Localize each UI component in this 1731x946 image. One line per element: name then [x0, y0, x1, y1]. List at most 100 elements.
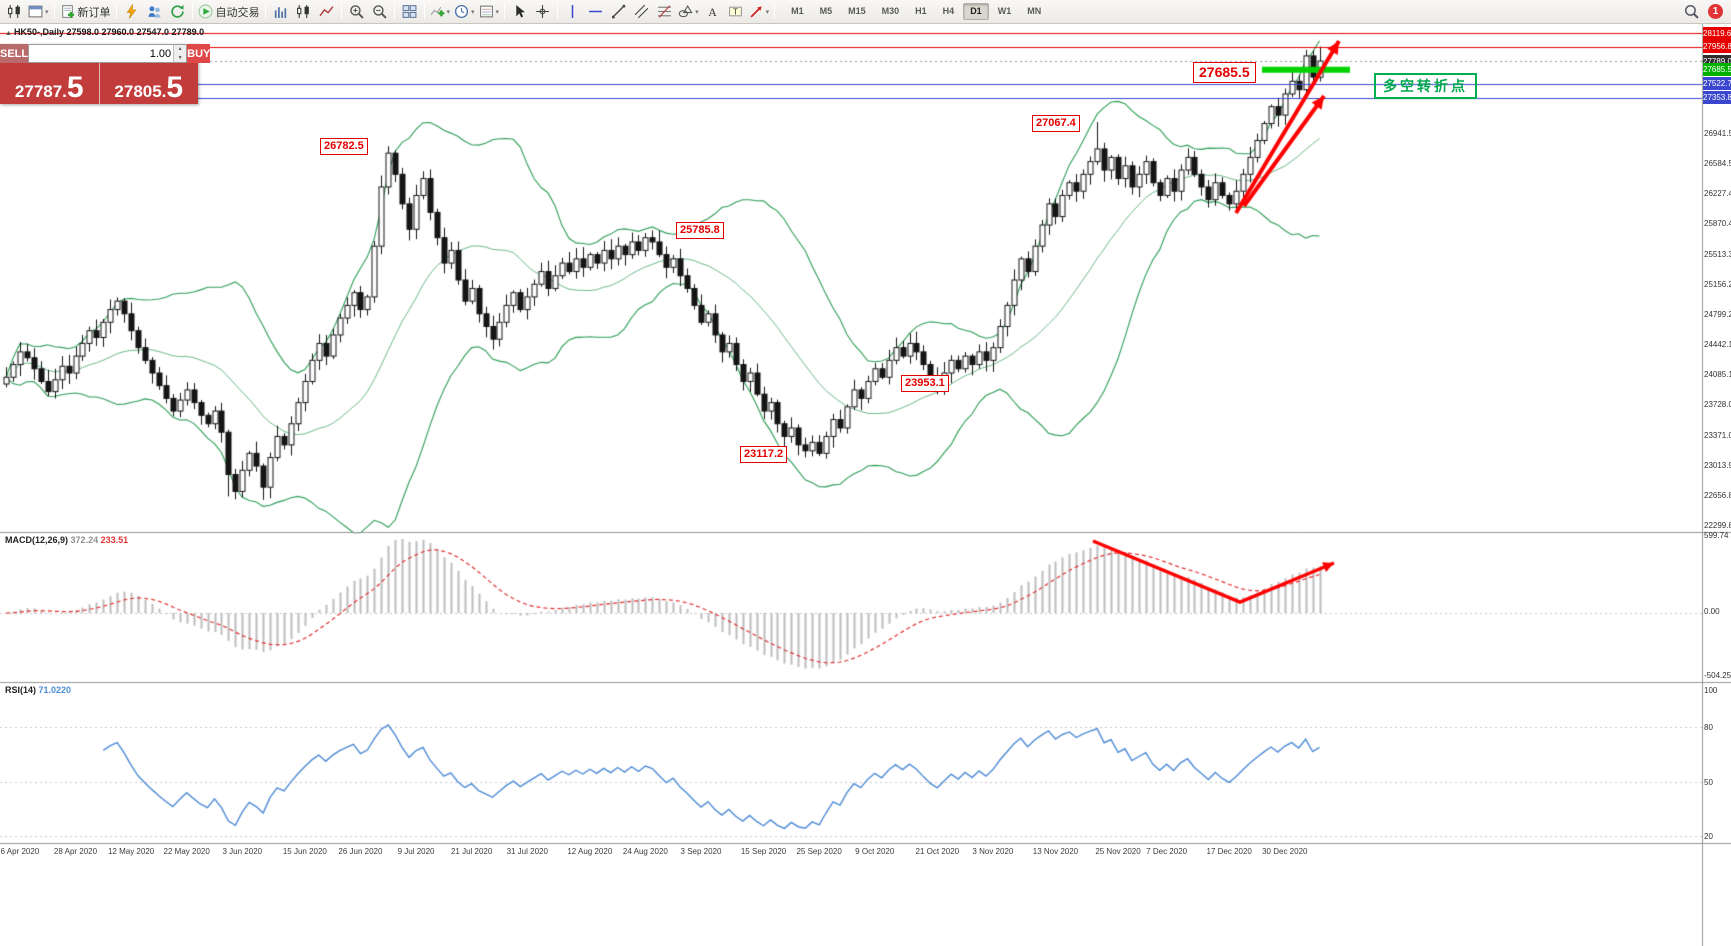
price-axis-tick: 26584.5 [1704, 158, 1731, 168]
macd-label: MACD(12,26,9) 372.24 233.51 [5, 535, 128, 545]
templates-button[interactable]: ▾ [478, 2, 501, 22]
bar-chart-button[interactable] [270, 2, 291, 22]
macd-axis-tick: -504.25 [1704, 671, 1731, 680]
sell-button[interactable]: SELL [0, 44, 29, 63]
fibonacci-button[interactable] [654, 2, 675, 22]
timeframe-m1[interactable]: M1 [791, 6, 804, 16]
shapes-icon [678, 5, 693, 18]
arrows-button[interactable]: ▾ [748, 2, 771, 22]
line-chart-button[interactable] [316, 2, 337, 22]
chevron-down-icon: ▾ [45, 8, 49, 16]
indicators-icon [430, 6, 444, 17]
buy-price[interactable]: 27805. 5 [99, 63, 198, 104]
price-callout[interactable]: 27067.4 [1032, 115, 1080, 132]
turning-point-annotation[interactable]: 多空转折点 [1374, 73, 1477, 99]
price-chart-canvas[interactable] [0, 24, 1731, 946]
date-axis-label: 15 Sep 2020 [740, 847, 787, 856]
price-axis-tick: 22299.8 [1704, 521, 1731, 531]
new-order-button[interactable]: 新订单 [59, 2, 112, 22]
volume-spinner[interactable]: ▲ ▼ [173, 45, 187, 62]
volume-input[interactable] [29, 45, 174, 62]
price-callout[interactable]: 26782.5 [320, 138, 368, 155]
price-axis-tick: 23728.0 [1704, 400, 1731, 410]
channel-button[interactable] [631, 2, 652, 22]
price-axis-tick: 24442.1 [1704, 340, 1731, 350]
price-callout[interactable]: 25785.8 [676, 222, 724, 239]
price-callout[interactable]: 23953.1 [901, 375, 949, 392]
sell-price[interactable]: 27787. 5 [0, 63, 100, 104]
price-axis-tick: 23371.0 [1704, 430, 1731, 440]
toolbar-separator [774, 4, 776, 19]
notification-badge[interactable]: 1 [1708, 4, 1723, 19]
support-line-label-2: 27353.8 [1703, 91, 1731, 105]
trade-panel-prices: 27787. 5 27805. 5 [0, 63, 198, 104]
price-axis-tick: 25156.2 [1704, 279, 1731, 289]
new-chart-button[interactable] [4, 2, 25, 22]
periods-button[interactable]: ▾ [453, 2, 476, 22]
timeframe-group: M1 M5 M15 M30 H1 H4 D1 W1 MN [783, 3, 1049, 20]
toolbar-separator [557, 4, 559, 19]
refresh-icon [170, 5, 184, 18]
trendline-button[interactable] [608, 2, 629, 22]
date-axis-label: 21 Jul 2020 [450, 847, 493, 856]
date-axis-label: 17 Dec 2020 [1206, 847, 1252, 856]
toolbar-left-group: ▾ 新订单 自动交易 ▾ ▾ ▾ ▾ A T ▾ [3, 2, 778, 22]
timeframe-h1[interactable]: H1 [915, 6, 927, 16]
vertical-line-button[interactable] [562, 2, 583, 22]
date-axis-label: 7 Dec 2020 [1146, 847, 1188, 856]
toolbar-separator [504, 4, 506, 19]
trade-panel-controls: SELL ▲ ▼ BUY [0, 44, 211, 63]
trendline-icon [612, 4, 626, 19]
spinner-down-icon[interactable]: ▼ [174, 53, 187, 62]
shapes-button[interactable]: ▾ [677, 2, 700, 22]
arrowtool-icon [750, 6, 762, 18]
price-axis-tick: 26941.5 [1704, 128, 1731, 138]
tile-windows-button[interactable] [399, 2, 420, 22]
candlestick-chart-button[interactable] [293, 2, 314, 22]
timeframe-d1[interactable]: D1 [963, 3, 989, 20]
macd-axis-tick: 0.00 [1704, 607, 1720, 616]
vps-icon-button[interactable] [167, 2, 188, 22]
rsi-value: 71.0220 [38, 685, 72, 695]
timeframe-h4[interactable]: H4 [942, 6, 955, 16]
chevron-down-icon: ▾ [765, 8, 770, 16]
timeframe-mn[interactable]: MN [1027, 6, 1042, 16]
signals-icon-button[interactable] [144, 2, 165, 22]
new-order-button-label: 新订单 [77, 6, 111, 19]
buy-button[interactable]: BUY [187, 44, 211, 63]
labelT-icon: T [728, 7, 742, 17]
resistance-line-label-1: 28119.6 [1703, 26, 1731, 40]
zoomout-icon [372, 5, 387, 19]
cursor-button[interactable] [509, 2, 530, 22]
timeframe-w1[interactable]: W1 [997, 6, 1012, 16]
lightning-icon [126, 4, 136, 19]
label-button[interactable]: T [725, 2, 746, 22]
profiles-button[interactable]: ▾ [27, 2, 50, 22]
timeframe-m5[interactable]: M5 [819, 6, 833, 16]
horizontal-line-button[interactable] [585, 2, 606, 22]
market-icon-button[interactable] [121, 2, 142, 22]
search-button[interactable] [1681, 2, 1702, 22]
one-click-trading-panel: SELL ▲ ▼ BUY 27787.5 27805.5 [0, 44, 211, 104]
buy-price-big: 5 [166, 71, 184, 104]
date-axis-label: 3 Nov 2020 [972, 847, 1014, 856]
price-axis-tick: 24085.1 [1704, 370, 1731, 380]
play-icon [198, 4, 212, 19]
rsi-name: RSI(14) [5, 685, 37, 695]
price-axis-tick: 23013.9 [1704, 460, 1731, 470]
spinner-up-icon[interactable]: ▲ [174, 45, 187, 54]
indicators-button[interactable]: ▾ [429, 2, 452, 22]
price-callout[interactable]: 27685.5 [1193, 62, 1256, 83]
autotrading-button[interactable]: 自动交易 [197, 2, 261, 22]
neworder-icon [61, 5, 74, 18]
text-button[interactable]: A [702, 2, 723, 22]
crosshair-button[interactable] [532, 2, 553, 22]
timeframe-m15[interactable]: M15 [848, 6, 866, 16]
barchart-icon [274, 7, 286, 18]
price-callout[interactable]: 23117.2 [740, 446, 788, 463]
fibo-icon [658, 5, 671, 18]
zoom-out-button[interactable] [369, 2, 390, 22]
zoom-in-button[interactable] [346, 2, 367, 22]
timeframe-m30[interactable]: M30 [881, 6, 900, 16]
price-axis-tick: 22656.8 [1704, 491, 1731, 501]
